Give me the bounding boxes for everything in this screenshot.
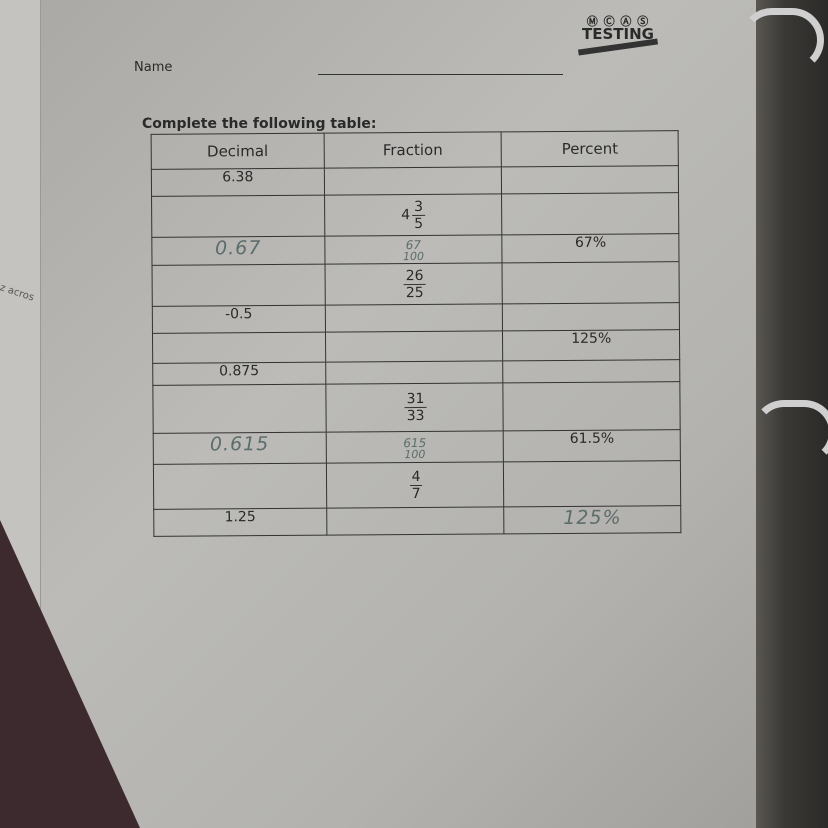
fraction-cell[interactable] xyxy=(326,506,505,536)
fraction-cell[interactable]: 615 100 xyxy=(325,430,504,464)
denominator: 100 xyxy=(402,249,425,264)
fraction-cell[interactable] xyxy=(325,360,504,385)
percent-cell[interactable]: 125% xyxy=(502,329,680,361)
denominator: 33 xyxy=(406,407,425,425)
table-row: 1.25 125% xyxy=(153,505,681,537)
instructions: Complete the following table: xyxy=(142,116,377,132)
handwritten-fraction: 67 100 xyxy=(402,238,425,264)
decimal-cell[interactable]: 1.25 xyxy=(153,508,327,537)
denominator: 100 xyxy=(404,447,426,461)
percent-cell[interactable] xyxy=(501,192,679,235)
fraction-cell[interactable] xyxy=(325,303,503,333)
fraction: 26 25 xyxy=(402,267,426,301)
fraction-cell[interactable]: 67 100 xyxy=(324,234,503,265)
table-row: 31 33 xyxy=(152,381,681,434)
name-label: Name xyxy=(134,60,173,75)
percent-cell[interactable]: 125% xyxy=(504,505,681,534)
percent-cell[interactable] xyxy=(503,359,680,383)
decimal-cell[interactable] xyxy=(152,264,326,307)
table-row: 0.615 615 100 61.5% xyxy=(153,429,681,465)
mcas-logo: Ⓜ Ⓒ Ⓐ Ⓢ TESTING xyxy=(577,16,659,56)
table-row: 0.67 67 100 67% xyxy=(151,233,680,266)
decimal-cell[interactable]: 6.38 xyxy=(151,168,325,197)
numerator: 31 xyxy=(404,390,427,409)
table-row: 26 25 xyxy=(152,261,680,307)
conversion-table: Decimal Fraction Percent 6.38 4 3 5 0.67 67 10… xyxy=(151,130,682,537)
denominator: 7 xyxy=(411,485,421,502)
fraction: 31 33 xyxy=(403,390,427,425)
denominator: 25 xyxy=(405,284,424,301)
numerator: 26 xyxy=(403,267,426,285)
table-row: 6.38 xyxy=(151,165,679,197)
numerator: 615 xyxy=(403,435,427,450)
fraction-cell[interactable]: 31 33 xyxy=(325,382,504,433)
numerator: 4 xyxy=(409,468,423,486)
percent-cell[interactable]: 61.5% xyxy=(503,429,681,462)
decimal-cell[interactable] xyxy=(152,332,326,364)
decimal-cell[interactable] xyxy=(152,384,326,434)
background-corner xyxy=(0,520,140,828)
percent-cell[interactable]: 67% xyxy=(502,233,680,263)
decimal-cell[interactable]: 0.615 xyxy=(153,432,327,465)
handwritten-fraction: 615 100 xyxy=(403,435,427,461)
decimal-cell[interactable] xyxy=(153,463,327,510)
header-percent: Percent xyxy=(501,130,679,167)
fraction-cell[interactable] xyxy=(324,166,502,196)
percent-cell[interactable] xyxy=(502,261,680,304)
table-row: 125% xyxy=(152,329,680,364)
binder-ring-icon xyxy=(740,8,824,72)
binder-ring-icon xyxy=(752,400,828,464)
decimal-cell[interactable] xyxy=(151,195,325,238)
name-field[interactable] xyxy=(318,74,563,75)
percent-cell[interactable] xyxy=(503,381,681,431)
percent-cell[interactable] xyxy=(502,302,680,331)
fraction-cell[interactable] xyxy=(325,330,504,363)
header-fraction: Fraction xyxy=(323,131,502,169)
denominator: 5 xyxy=(414,215,424,232)
percent-cell[interactable] xyxy=(503,460,681,507)
fraction-cell[interactable]: 26 25 xyxy=(324,262,503,306)
header-decimal: Decimal xyxy=(151,133,325,170)
decimal-cell[interactable]: 0.67 xyxy=(151,236,325,266)
numerator: 3 xyxy=(412,198,426,216)
whole-number: 4 xyxy=(401,207,411,224)
decimal-cell[interactable]: 0.875 xyxy=(152,362,326,386)
decimal-cell[interactable]: -0.5 xyxy=(152,305,326,334)
table-row: -0.5 xyxy=(152,302,680,334)
percent-cell[interactable] xyxy=(501,165,679,194)
